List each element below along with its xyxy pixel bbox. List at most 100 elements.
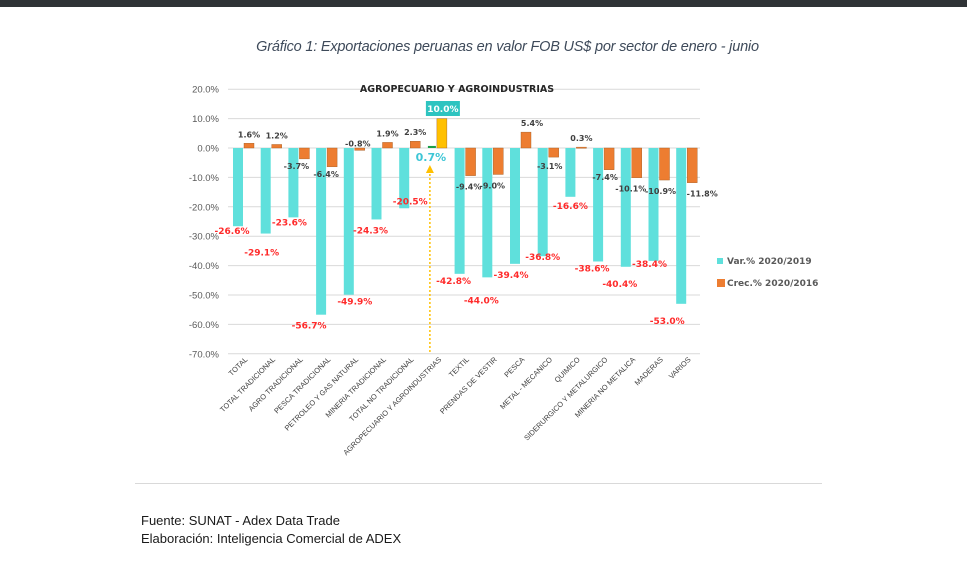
bar-var-2020-2019 [233, 148, 243, 227]
x-tick-label: PESCA [502, 355, 526, 379]
legend: Var.% 2020/2019 Crec.% 2020/2016 [717, 257, 818, 289]
bar-var-2020-2019 [427, 145, 436, 148]
y-tick-label: -30.0% [189, 232, 220, 243]
y-tick-label: 20.0% [192, 85, 219, 96]
annotation: AGROPECUARIO Y AGROINDUSTRIAS 10.0% 0.7% [360, 84, 554, 352]
chart-title: Gráfico 1: Exportaciones peruanas en val… [256, 39, 759, 55]
data-label-var: -23.6% [272, 218, 307, 228]
bar-var-2020-2019 [288, 148, 299, 218]
bar-crec-2020-2016 [243, 143, 255, 149]
bar-var-2020-2019 [260, 148, 271, 234]
data-labels: -26.6% 1.6% -29.1% 1.2% -23.6% -3.7% -56.7% -6.… [215, 119, 718, 332]
bar-var-2020-2019 [537, 148, 548, 257]
y-tick-label: -50.0% [189, 291, 220, 302]
bar-crec-2020-2016 [382, 142, 393, 149]
x-tick-label: METAL - MECANICO [498, 355, 554, 411]
data-label-crec: -10.9% [645, 187, 676, 196]
data-label-var: -29.1% [244, 249, 279, 259]
y-tick-label: 0.0% [197, 144, 219, 155]
bar-var-2020-2019 [343, 148, 354, 295]
bar-crec-2020-2016 [548, 147, 559, 158]
bar-crec-2020-2016 [436, 118, 448, 149]
bar-crec-2020-2016 [520, 131, 532, 149]
bar-var-2020-2019 [399, 148, 410, 209]
data-label-crec: -7.4% [592, 173, 618, 182]
bar-crec-2020-2016 [493, 147, 504, 175]
data-label-crec: 0.3% [570, 134, 592, 143]
bar-var-2020-2019 [593, 148, 604, 262]
y-tick-label: -10.0% [189, 173, 220, 184]
data-label-crec: 1.6% [238, 130, 260, 139]
arrow-head-icon [425, 165, 434, 173]
data-label-var: -16.6% [553, 202, 588, 212]
bar-crec-2020-2016 [631, 147, 642, 178]
data-label-var: -53.0% [650, 317, 685, 327]
bars [233, 118, 698, 315]
data-label-var: -24.3% [353, 226, 388, 236]
data-label-crec: -10.1% [615, 185, 646, 194]
data-label-crec: 1.2% [266, 131, 288, 140]
data-label-var: -49.9% [337, 298, 372, 308]
data-label-crec: -9.0% [480, 181, 506, 190]
highlight-crec-label: 10.0% [427, 105, 458, 115]
bar-crec-2020-2016 [576, 146, 587, 149]
y-tick-label: -60.0% [189, 320, 220, 331]
elaboration-note: Elaboración: Inteligencia Comercial de A… [141, 531, 402, 546]
x-tick-label: MADERAS [633, 355, 665, 387]
divider-line [135, 483, 822, 484]
data-label-crec: 5.4% [521, 119, 543, 128]
window-top-bar [0, 0, 967, 7]
y-tick-label: -20.0% [189, 202, 220, 213]
y-tick-label: -40.0% [189, 261, 220, 272]
bar-crec-2020-2016 [271, 144, 282, 149]
bar-var-2020-2019 [371, 148, 382, 220]
x-tick-label: AGROPECUARIO Y AGROINDUSTRIAS [341, 355, 443, 457]
bar-chart: 20.0% 10.0% 0.0% -10.0% -20.0% -30.0% -40.0% -5… [189, 84, 819, 457]
data-label-crec: 2.3% [404, 128, 426, 137]
bar-crec-2020-2016 [326, 147, 338, 168]
x-tick-label: VARIOS [667, 355, 693, 381]
x-tick-label: TOTAL [227, 355, 250, 378]
data-label-var: -40.4% [602, 280, 637, 290]
data-label-crec: -3.7% [284, 162, 310, 171]
bar-var-2020-2019 [565, 148, 576, 197]
bar-var-2020-2019 [482, 148, 493, 278]
data-label-crec: -3.1% [537, 162, 563, 171]
bar-crec-2020-2016 [354, 147, 365, 151]
bar-crec-2020-2016 [465, 147, 476, 176]
data-label-crec: -0.8% [345, 139, 371, 148]
bar-var-2020-2019 [316, 148, 327, 315]
bar-crec-2020-2016 [603, 147, 615, 170]
highlight-crec-box [425, 101, 460, 116]
legend-crec-label: Crec.% 2020/2016 [727, 279, 818, 289]
y-tick-label: -70.0% [189, 349, 220, 360]
bar-var-2020-2019 [676, 148, 687, 304]
legend-crec-swatch [717, 279, 725, 287]
data-label-var: -44.0% [464, 296, 499, 306]
data-label-crec: 1.9% [376, 129, 398, 138]
source-note: Fuente: SUNAT - Adex Data Trade [141, 513, 340, 528]
data-label-crec: -9.4% [456, 183, 482, 192]
bar-var-2020-2019 [620, 148, 631, 267]
data-label-var: -20.5% [393, 197, 428, 207]
highlight-var-label: 0.7% [416, 151, 447, 164]
bar-crec-2020-2016 [410, 141, 421, 149]
bar-var-2020-2019 [510, 148, 520, 264]
data-label-var: -26.6% [215, 227, 250, 237]
legend-var-swatch [717, 258, 723, 264]
x-tick-label: PRENDAS DE VESTIR [438, 355, 499, 416]
y-axis-ticks: 20.0% 10.0% 0.0% -10.0% -20.0% -30.0% -40.0% -5… [189, 85, 220, 361]
data-label-var: -38.6% [575, 264, 610, 274]
annotation-title: AGROPECUARIO Y AGROINDUSTRIAS [360, 84, 554, 95]
data-label-var: -42.8% [436, 277, 471, 287]
bar-crec-2020-2016 [299, 147, 310, 160]
bar-var-2020-2019 [454, 148, 465, 274]
data-label-var: -56.7% [292, 322, 327, 332]
bar-var-2020-2019 [648, 148, 659, 261]
data-label-crec: -6.4% [313, 170, 339, 179]
bar-crec-2020-2016 [687, 147, 698, 183]
x-tick-label: TEXTIL [447, 355, 471, 379]
data-label-var: -36.8% [525, 253, 560, 263]
data-label-crec: -11.8% [687, 190, 718, 199]
